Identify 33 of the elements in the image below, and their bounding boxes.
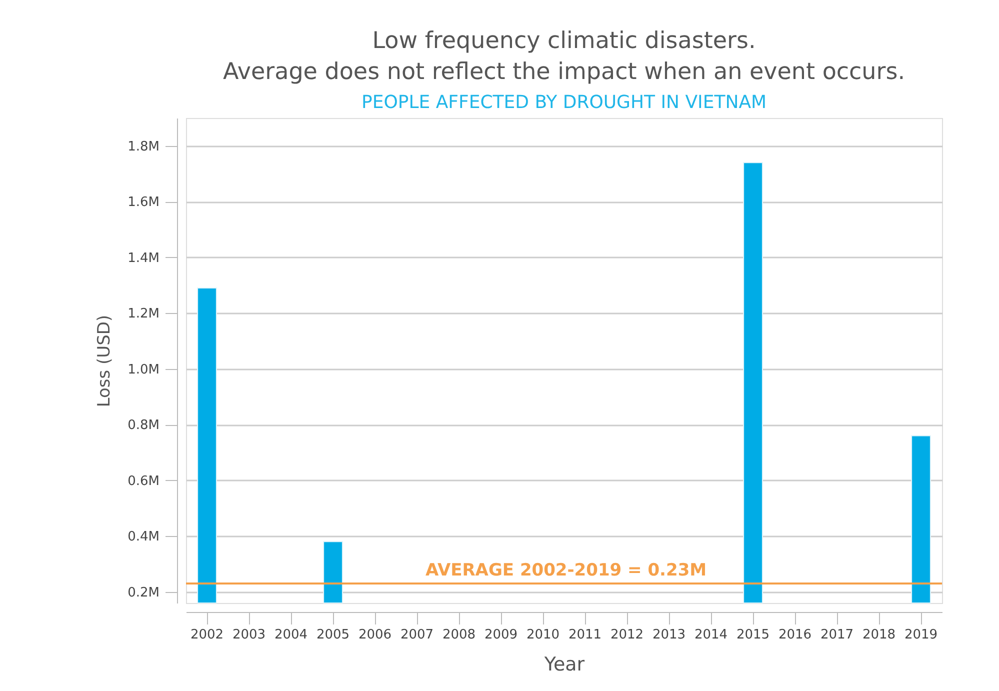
y-tick-label: 0.6M [128,474,160,489]
x-tick-label: 2006 [358,628,392,642]
x-axis-title: Year [543,654,585,676]
y-tick-label: 0.8M [128,418,160,434]
chart-subtitle: PEOPLE AFFECTED BY DROUGHT IN VIETNAM [361,92,767,113]
y-tick-label: 1.0M [128,362,160,378]
x-tick-label: 2015 [736,628,770,642]
x-tick-label: 2010 [526,628,560,642]
x-tick-label: 2009 [484,628,518,642]
x-tick-label: 2008 [442,628,476,642]
x-tick-label: 2014 [694,628,728,642]
x-tick-label: 2011 [568,628,602,642]
y-tick-label: 0.2M [128,585,160,600]
text: Average does not reflect the impact when an event occurs. [222,59,906,85]
y-axis-title: Loss (USD) [94,314,115,408]
y-tick-label: 1.6M [128,195,160,210]
y-tick-label: 1.4M [128,250,160,266]
x-tick-label: 2012 [610,628,644,642]
y-tick-label: 1.2M [128,306,160,322]
x-tick-label: 2003 [232,628,266,642]
x-tick-label: 2005 [316,628,350,642]
x-tick-label: 2013 [652,628,686,642]
y-tick-label: 1.8M [128,139,160,154]
x-tick-label: 2017 [820,628,854,642]
x-tick-label: 2004 [274,628,308,642]
x-tick-label: 2007 [400,628,434,642]
x-tick-label: 2018 [862,628,896,642]
x-tick-label: 2019 [904,628,938,642]
text: Low frequency climatic disasters. [372,28,756,54]
y-tick-label: 0.4M [128,530,160,545]
ref-line-label: AVERAGE 2002-2019 = 0.23M [425,560,707,580]
x-tick-label: 2002 [190,628,224,642]
x-tick-label: 2016 [778,628,812,642]
